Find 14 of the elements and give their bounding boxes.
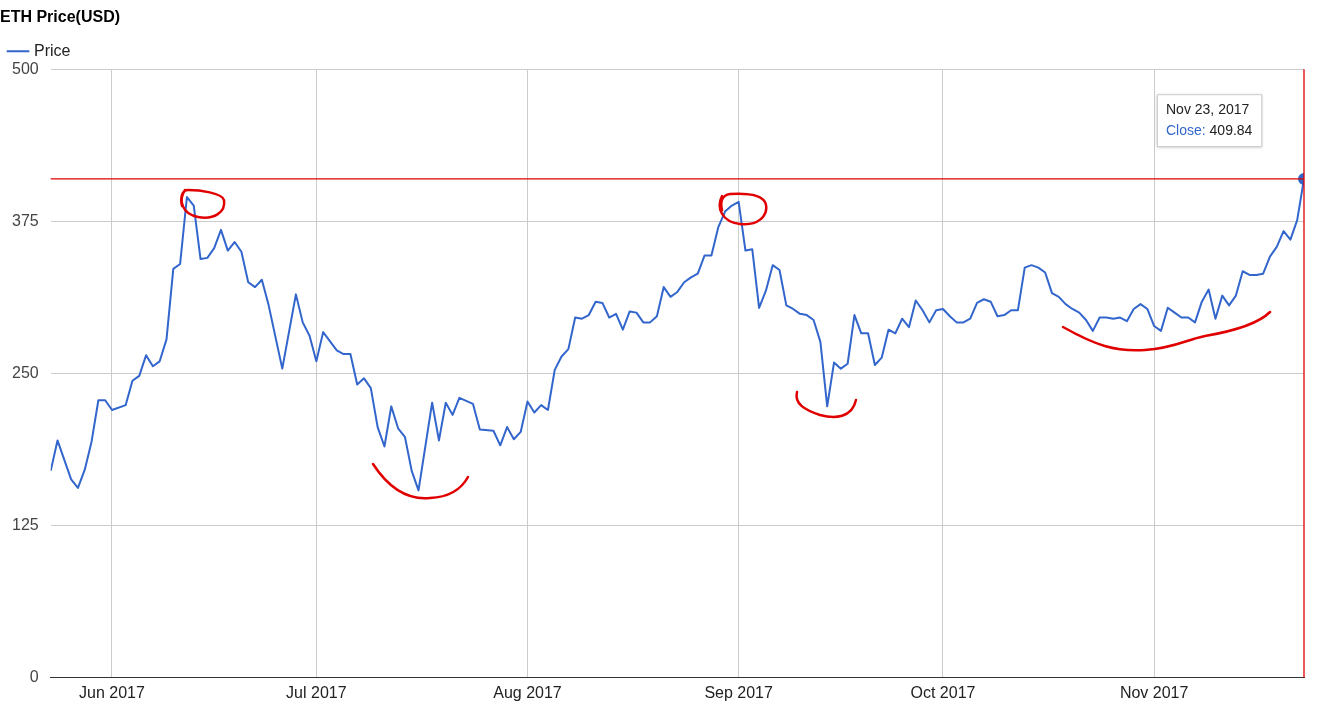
chart-title: ETH Price(USD): [0, 8, 121, 26]
y-tick-label: 125: [11, 516, 39, 534]
x-tick-label: Nov 2017: [1119, 683, 1189, 701]
annotation: Nov 23, 2017 Close: 409.84: [1166, 101, 1253, 139]
x-tick-label: Aug 2017: [493, 683, 562, 701]
y-tick-label: 500: [11, 59, 39, 77]
y-tick-label: 0: [29, 668, 39, 686]
x-tick-label: Jul 2017: [286, 683, 347, 701]
legend-label: Price: [34, 41, 71, 59]
x-tick-label: Oct 2017: [910, 683, 976, 701]
x-tick-label: Jun 2017: [79, 683, 146, 701]
x-tick-label: Sep 2017: [704, 683, 773, 701]
y-tick-label: 250: [11, 363, 39, 381]
y-tick-label: 375: [11, 211, 39, 229]
